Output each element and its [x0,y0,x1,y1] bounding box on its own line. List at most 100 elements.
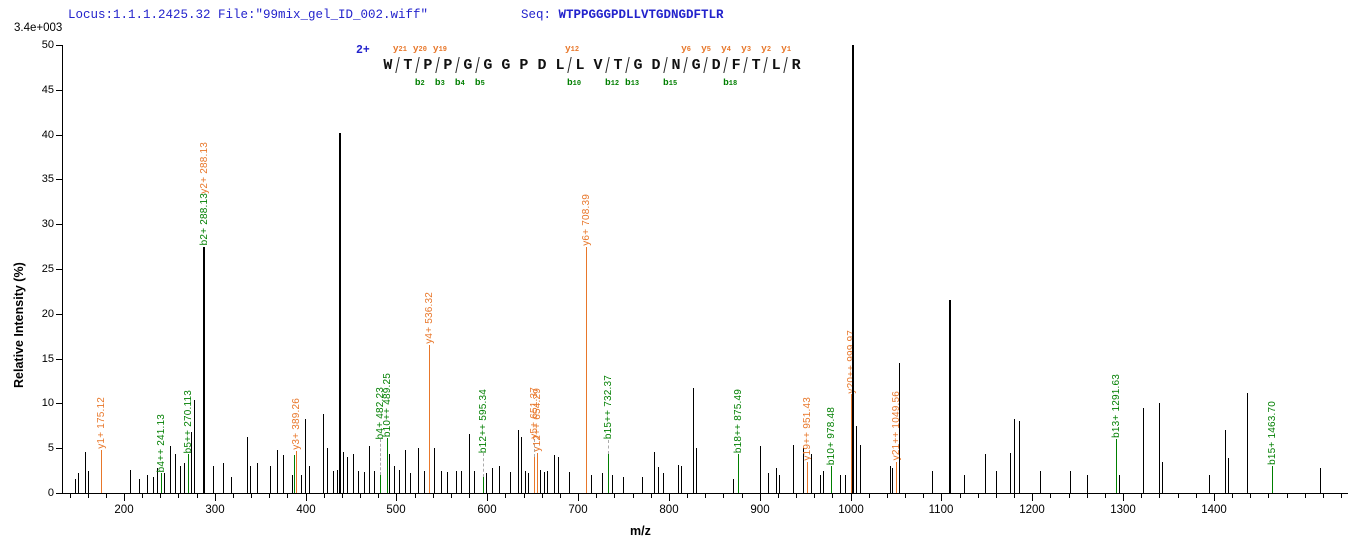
x-minor-tick-mark [433,494,434,498]
peak-line [139,478,140,493]
peak-annotation-label: b10+ 978.48 [825,407,837,466]
peak-line [586,246,587,493]
y-tick-mark [56,493,62,494]
peak-line [78,473,79,493]
residue-letter: P [443,57,453,74]
x-tick-label: 600 [477,504,497,516]
fragmentation-cut-mark: b15 [663,57,677,88]
b-ion-label: b12 [605,77,620,89]
y-tick-mark [56,224,62,226]
peak-label-group: b15+ 1463.70 [1265,401,1279,465]
b-ion-label: b5 [474,77,485,89]
residue-letter: W [383,57,393,74]
peak-line [1019,421,1020,493]
y-tick-label: 25 [41,263,54,275]
seq-label: Seq: [521,8,559,22]
x-tick-label: 200 [114,504,134,516]
peak-line [483,476,484,493]
peak-line [1228,458,1229,493]
fragmentation-cut-mark: b13 [625,57,639,88]
peak-line [424,471,425,493]
x-tick-label: 700 [568,504,588,516]
peak-annotation-label: y12++ 654.29 [531,388,543,452]
x-minor-tick-mark [142,494,143,498]
x-minor-tick-mark [542,494,543,498]
peak-line [793,444,794,493]
y-ion-label: y4 [721,43,731,55]
peak-line [469,433,470,493]
b-ion-label: b3 [434,77,445,89]
x-minor-tick-mark [887,494,888,498]
locus-file-text: Locus:1.1.1.2425.32 File:"99mix_gel_ID_0… [68,8,429,22]
fragmentation-cut-mark: b12 [605,57,619,88]
peak-line [157,467,158,493]
peak-line [996,470,997,493]
peak-line [851,394,852,493]
y-ion-label: y5 [701,43,711,55]
peak-line [964,475,965,493]
x-minor-tick-mark [233,494,234,498]
y-tick-label: 5 [47,442,54,455]
peak-line [339,132,341,493]
y-axis-line [62,45,63,494]
y-ion-label: y19 [432,43,447,55]
peak-line [358,471,359,493]
peak-label-group: b13+ 1291.63 [1109,374,1123,438]
x-tick-label: 800 [659,504,679,516]
peak-line [194,399,195,493]
peak-line [461,471,462,493]
x-minor-tick-mark [287,494,288,498]
peak-label-group: y1+ 175.12 [94,397,108,449]
x-minor-tick-mark [1287,494,1288,498]
peak-line [486,473,487,493]
peak-line [811,454,812,493]
peak-annotation-label: y3+ 389.26 [290,398,302,450]
peak-line [170,446,171,493]
y-tick-mark [56,179,62,181]
fragmentation-cut-mark: y3 [741,44,751,74]
peak-line [231,476,232,493]
peak-line [387,438,388,493]
x-tick-mark [215,494,216,501]
peak-line [807,461,808,493]
peak-line [612,475,613,493]
sequence-text: WTPPGGGPDLLVTGDNGDFTLR [558,8,724,22]
y-tick-label: 40 [41,128,54,141]
peak-line [602,473,603,493]
peak-line [693,388,694,493]
residue-letter: D [711,57,721,74]
peak-line [429,345,430,493]
peak-annotation-label: b18++ 875.49 [732,389,744,454]
peak-line [831,466,832,493]
peak-line [510,472,511,493]
peak-line [364,472,365,493]
peak-line [343,451,344,493]
y-tick-label: 30 [41,218,54,231]
peak-line [434,448,435,493]
y-tick-mark [56,403,62,405]
x-minor-tick-mark [505,494,506,498]
peak-line [654,451,655,493]
peak-annotation-label: b2+ 288.13 [198,193,210,246]
peak-line [88,471,89,493]
peak-line [591,475,592,493]
peak-line [492,467,493,493]
x-minor-tick-mark [1159,494,1160,498]
peak-line [623,476,624,493]
peak-line [250,466,251,493]
y-tick-mark [56,313,62,315]
y-tick-label: 45 [41,83,54,96]
peak-line [738,454,739,493]
fragmentation-cut-mark: b4 [455,57,465,88]
peak-line [768,473,769,493]
y-ion-label: y12 [564,43,580,55]
x-tick-mark [396,494,397,501]
peak-line [223,462,224,493]
x-axis-line [62,493,1348,494]
peak-line [203,246,205,493]
peak-line [1162,461,1163,493]
peak-annotation-label: b10++ 489.25 [381,373,393,438]
x-minor-tick-mark [251,494,252,498]
peak-line [845,475,846,493]
peak-line [569,472,570,493]
